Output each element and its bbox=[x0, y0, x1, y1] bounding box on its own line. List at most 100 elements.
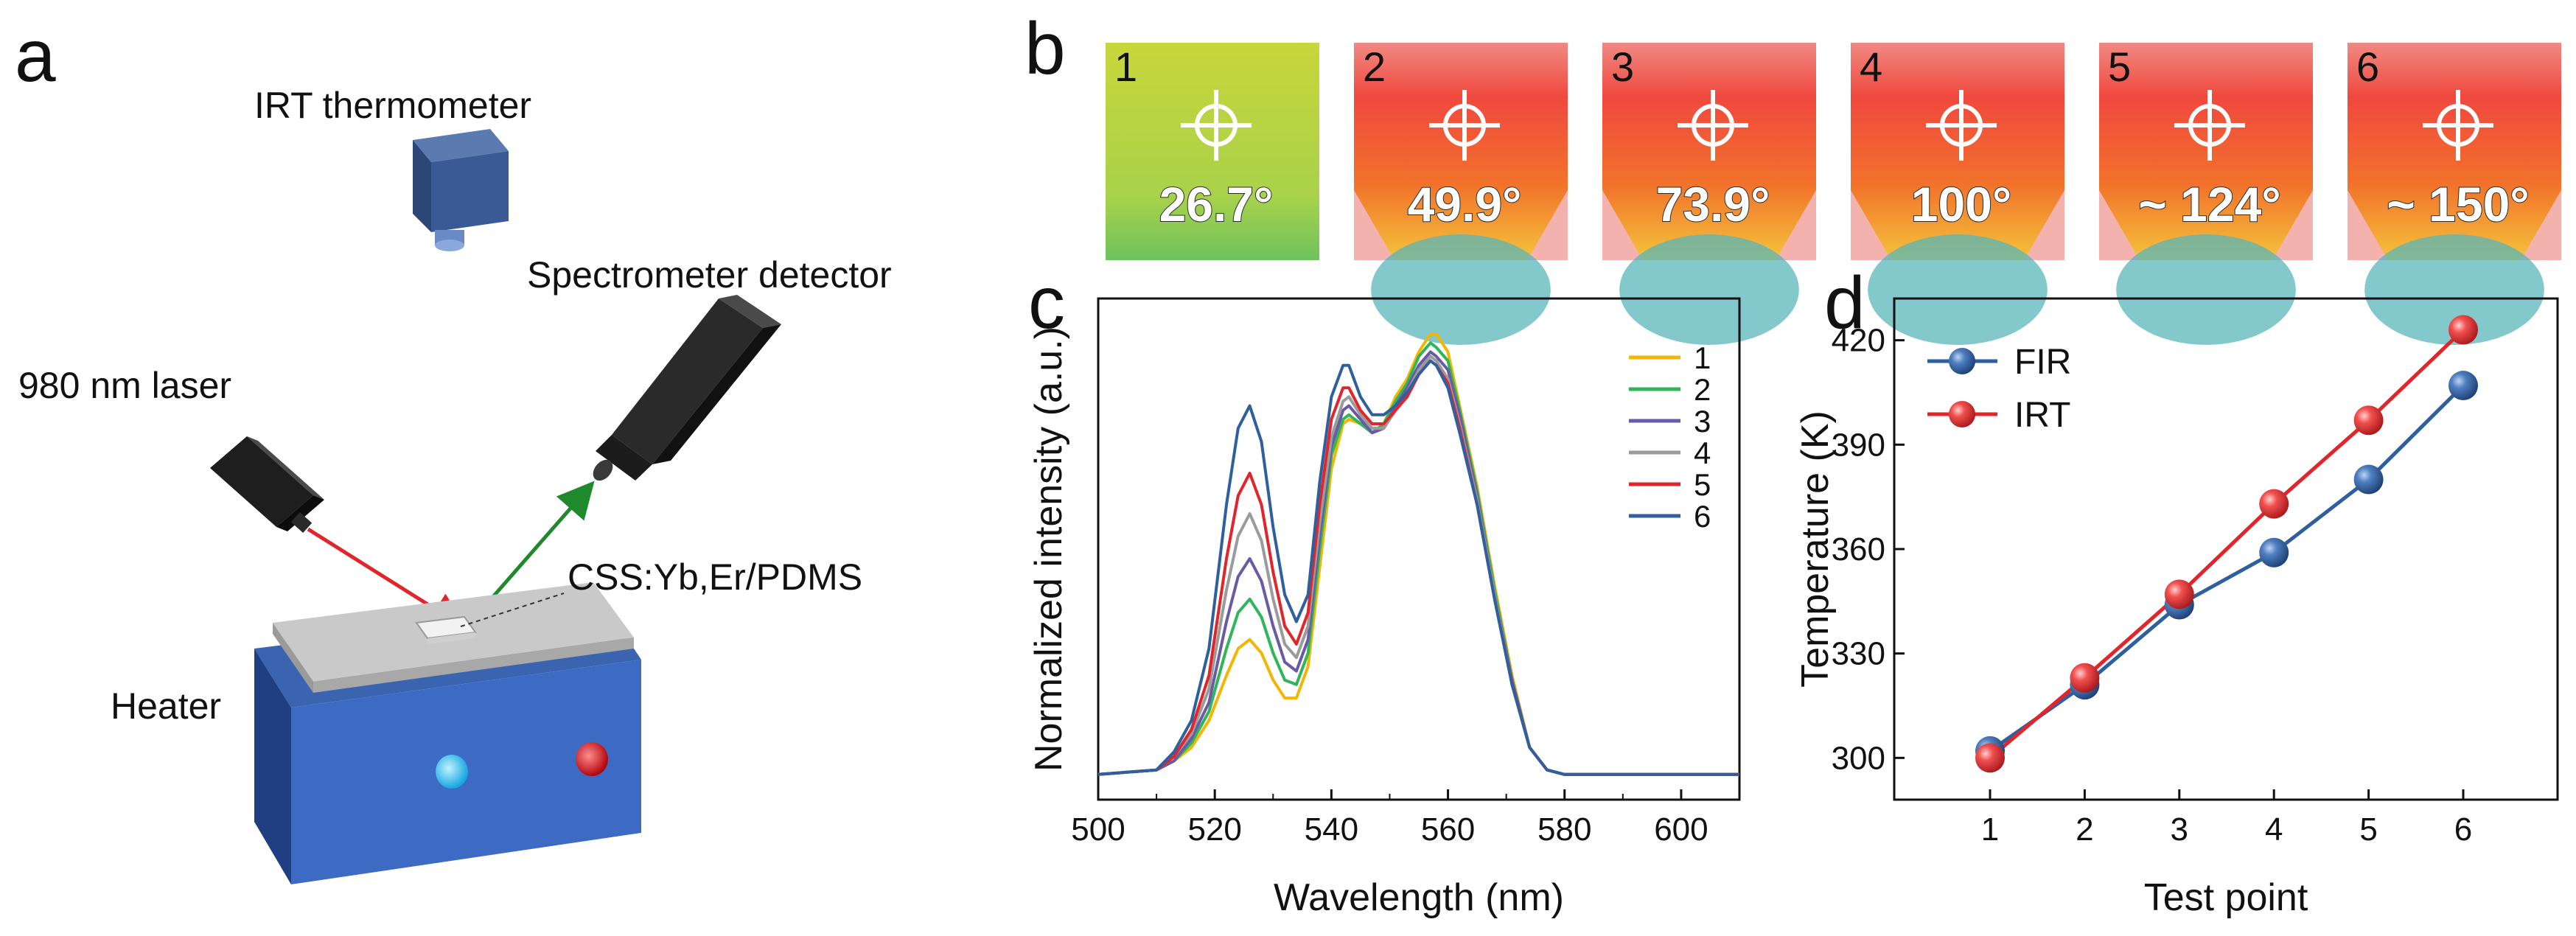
panel-d-letter: d bbox=[1824, 262, 1865, 344]
x-tick-label: 560 bbox=[1421, 811, 1475, 848]
thermal-image-shade bbox=[2099, 190, 2140, 260]
legend-label: 2 bbox=[1694, 372, 1711, 407]
x-tick-label: 520 bbox=[1187, 811, 1241, 848]
sample-leader-line bbox=[460, 593, 565, 627]
spectra-chart: 500 520 540 560 580 600 Wavelength (nm) Normali… bbox=[1027, 297, 1741, 919]
y-tick-label: 360 bbox=[1832, 531, 1885, 567]
thermal-image-shade bbox=[1602, 190, 1643, 260]
thermal-image-number: 1 bbox=[1114, 43, 1137, 90]
thermal-image-temperature: 100° bbox=[1911, 177, 2012, 231]
thermal-image-arc bbox=[2364, 234, 2544, 345]
y-tick-label: 300 bbox=[1832, 740, 1885, 776]
legend-label: 1 bbox=[1694, 340, 1711, 375]
series-line-irt bbox=[1989, 328, 2465, 760]
thermal-image: 6 ~ 150° bbox=[2348, 43, 2561, 345]
panel-b-letter: b bbox=[1025, 7, 1066, 90]
legend-label: 6 bbox=[1694, 499, 1711, 534]
thermal-image-shade bbox=[1527, 190, 1568, 260]
thermal-image-background bbox=[1851, 43, 2064, 260]
thermal-image-number: 4 bbox=[1860, 43, 1882, 90]
thermal-image: 4 100° bbox=[1851, 43, 2064, 345]
spectrometer-detector-label: Spectrometer detector bbox=[527, 254, 892, 296]
x-tick-label: 580 bbox=[1537, 811, 1591, 848]
y-tick-label: 330 bbox=[1832, 636, 1885, 672]
thermal-image-shade bbox=[1776, 190, 1816, 260]
thermal-image-shade bbox=[2348, 190, 2388, 260]
legend-label: 3 bbox=[1694, 404, 1711, 439]
data-point-irt bbox=[1975, 743, 2005, 773]
x-axis-title: Test point bbox=[2144, 876, 2308, 919]
panel-a: a IRT thermometer Spectrometer detector … bbox=[15, 15, 892, 884]
y-tick-label: 390 bbox=[1832, 427, 1885, 463]
legend-label: 4 bbox=[1694, 436, 1711, 470]
y-axis-title: Temperature (K) bbox=[1794, 411, 1837, 688]
thermal-image: 2 49.9° bbox=[1354, 43, 1568, 345]
x-tick-label: 4 bbox=[2265, 811, 2283, 848]
panel-c-letter: c bbox=[1028, 262, 1065, 344]
irt-thermometer-device bbox=[413, 129, 509, 251]
heater-label: Heater bbox=[111, 685, 221, 727]
thermal-image-shade bbox=[2521, 190, 2561, 260]
data-point-irt bbox=[2353, 405, 2384, 436]
thermal-image-temperature: 49.9° bbox=[1408, 177, 1522, 231]
thermal-image-temperature: ~ 124° bbox=[2138, 177, 2280, 231]
x-tick-label: 600 bbox=[1654, 811, 1708, 848]
thermal-image: 3 73.9° bbox=[1602, 43, 1816, 345]
laser-device bbox=[210, 436, 324, 534]
plot-frame bbox=[1097, 297, 1741, 801]
x-tick-label: 3 bbox=[2171, 811, 2188, 848]
x-axis-title: Wavelength (nm) bbox=[1274, 876, 1564, 919]
legend-swatch-marker bbox=[1949, 348, 1975, 374]
data-point-irt bbox=[2164, 579, 2194, 610]
data-point-irt bbox=[2448, 315, 2478, 345]
laser-label: 980 nm laser bbox=[18, 365, 231, 406]
thermal-image-number: 2 bbox=[1363, 43, 1386, 90]
thermal-image-number: 6 bbox=[2356, 43, 2379, 90]
thermal-image-arc bbox=[1868, 234, 2048, 345]
thermal-image-background bbox=[2348, 43, 2561, 260]
x-tick-label: 540 bbox=[1305, 811, 1358, 848]
data-point-fir bbox=[2259, 537, 2289, 567]
panel-a-letter: a bbox=[15, 15, 56, 97]
y-axis-title: Normalized intensity (a.u.) bbox=[1027, 326, 1070, 772]
heater-device bbox=[254, 582, 641, 884]
data-point-irt bbox=[2259, 489, 2289, 519]
temperature-chart: 300 330 360 390 420 1 2 3 4 5 6 Test point Temperatu… bbox=[1794, 297, 2559, 919]
thermal-image-background bbox=[1106, 43, 1319, 260]
legend-label: IRT bbox=[2014, 396, 2070, 435]
y-tick-label: 420 bbox=[1832, 323, 1885, 359]
series-line-fir bbox=[1989, 384, 2465, 752]
thermal-image-shade bbox=[1851, 190, 1891, 260]
thermal-image-number: 3 bbox=[1611, 43, 1634, 90]
thermal-image-shade bbox=[1354, 190, 1395, 260]
thermal-image: 1 26.7° bbox=[1106, 43, 1319, 260]
spectrometer-detector-device bbox=[593, 295, 781, 481]
data-point-irt bbox=[2070, 663, 2100, 693]
thermal-image-shade bbox=[2272, 190, 2313, 260]
x-tick-label: 500 bbox=[1071, 811, 1125, 848]
thermal-image-arc bbox=[2116, 234, 2296, 345]
thermal-image-strip: 1 26.7° 2 49.9° 3 73.9° 4 100° 5 ~ 124° 6 ~ 150° bbox=[1106, 43, 2561, 345]
thermal-image-number: 5 bbox=[2108, 43, 2131, 90]
thermal-image-arc bbox=[1371, 234, 1551, 345]
x-tick-label: 2 bbox=[2076, 811, 2093, 848]
x-tick-label: 1 bbox=[1981, 811, 1999, 848]
panel-d: d 300 330 360 390 420 1 2 3 4 5 6 Test point Tempera… bbox=[1794, 262, 2559, 919]
legend-swatch-marker bbox=[1949, 401, 1975, 427]
thermal-image-arc bbox=[1619, 234, 1799, 345]
thermal-image: 5 ~ 124° bbox=[2099, 43, 2313, 345]
thermal-image-background bbox=[1354, 43, 1568, 260]
spectrum-line-6 bbox=[1097, 359, 1739, 776]
thermal-image-temperature: ~ 150° bbox=[2387, 177, 2529, 231]
legend-label: FIR bbox=[2014, 343, 2071, 382]
thermal-image-temperature: 73.9° bbox=[1656, 177, 1770, 231]
sample-label: CSS:Yb,Er/PDMS bbox=[568, 556, 862, 598]
thermal-image-background bbox=[2099, 43, 2313, 260]
x-tick-label: 6 bbox=[2454, 811, 2472, 848]
panel-b: b 1 26.7° 2 49.9° 3 73.9° 4 100° 5 ~ 124° 6 ~ 150° bbox=[1025, 7, 2561, 345]
data-point-fir bbox=[2353, 464, 2384, 495]
thermal-image-shade bbox=[2024, 190, 2064, 260]
thermal-image-temperature: 26.7° bbox=[1159, 177, 1274, 231]
x-tick-label: 5 bbox=[2359, 811, 2377, 848]
